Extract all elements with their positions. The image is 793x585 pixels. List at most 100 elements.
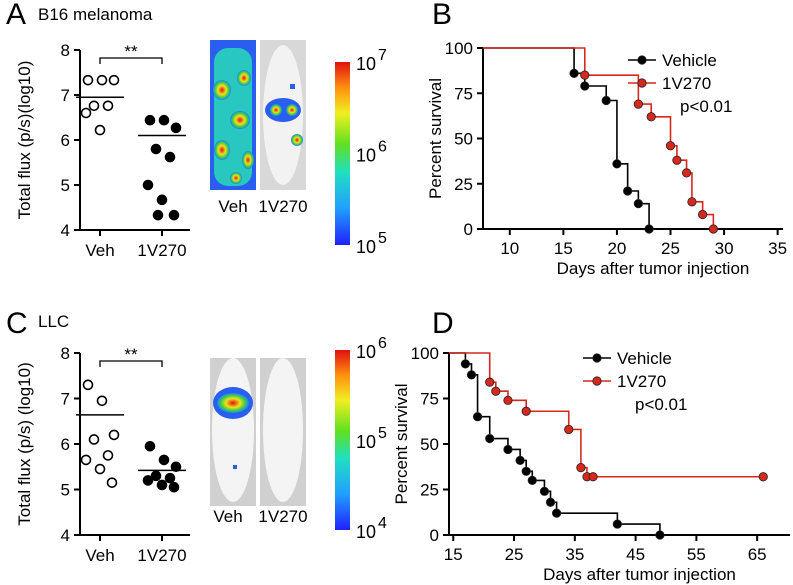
data-point (108, 429, 120, 441)
x-tick-label: 25 (661, 239, 680, 258)
p-value: p<0.01 (635, 395, 687, 414)
y-tick-label: 4 (61, 526, 70, 545)
x-tick-label: 35 (768, 239, 787, 258)
survival-marker (503, 444, 513, 455)
survival-step (651, 115, 672, 146)
y-tick-label: 100 (445, 39, 473, 58)
survival-marker (633, 99, 643, 109)
significance-label: ** (124, 345, 138, 364)
survival-marker (564, 424, 574, 435)
legend-marker (592, 376, 602, 386)
y-tick-label: 50 (420, 435, 439, 454)
survival-marker (633, 199, 643, 209)
survival-marker (576, 463, 586, 473)
data-point (144, 114, 156, 126)
survival-marker (758, 472, 768, 482)
survival-marker (612, 519, 622, 529)
data-point (106, 477, 118, 488)
survival-step (483, 47, 575, 74)
y-axis-label: Total flux (p/s) (log10) (15, 362, 34, 525)
y-tick-label: 7 (61, 86, 70, 105)
data-point (164, 151, 176, 163)
data-point (168, 481, 180, 493)
survival-marker (708, 224, 718, 234)
legend-marker (592, 353, 602, 363)
y-tick-label: 0 (430, 526, 439, 545)
x-tick-label: 15 (444, 545, 463, 564)
survival-step (483, 47, 586, 76)
survival-marker (646, 112, 656, 122)
survival-marker (515, 455, 525, 465)
survival-step (606, 99, 618, 164)
x-tick-label: 20 (607, 239, 626, 258)
y-tick-label: 100 (411, 344, 439, 363)
survival-step (526, 410, 570, 430)
data-point (94, 124, 106, 136)
panel-title: LLC (38, 312, 69, 331)
image-label: Veh (218, 197, 247, 216)
y-tick-label: 5 (61, 481, 70, 500)
survival-marker (681, 168, 692, 178)
x-tick-label: 15 (554, 239, 573, 258)
data-point (150, 143, 162, 155)
y-tick-label: 75 (454, 84, 473, 103)
colorbar-tick-base: 10 (356, 54, 376, 74)
image-label: Veh (213, 507, 242, 526)
panel-letter: B (432, 0, 452, 31)
survival-marker (545, 497, 556, 507)
legend-marker (637, 55, 647, 65)
x-tick-label: 65 (748, 545, 767, 564)
data-point (102, 100, 114, 112)
y-tick-label: 25 (420, 481, 439, 500)
y-tick-label: 7 (61, 390, 70, 409)
survival-marker (569, 68, 579, 78)
x-axis-label: Days after tumor injection (543, 565, 736, 584)
x-tick-label: 55 (687, 545, 706, 564)
legend-label: 1V270 (617, 372, 666, 391)
survival-marker (460, 359, 471, 369)
y-tick-label: 6 (61, 131, 70, 150)
survival-marker (698, 209, 708, 220)
data-point (88, 434, 100, 445)
panel-letter: D (432, 307, 454, 340)
survival-step (568, 428, 582, 468)
colorbar-tick-base: 10 (356, 237, 376, 257)
p-value: p<0.01 (680, 97, 732, 116)
survival-step (471, 374, 479, 417)
y-axis-label: Percent survival (392, 384, 411, 505)
x-tick-label: 1V270 (137, 241, 186, 260)
survival-step (584, 85, 608, 101)
survival-step (449, 352, 491, 383)
y-tick-label: 4 (61, 221, 70, 240)
survival-marker (580, 70, 590, 80)
survival-marker (672, 155, 682, 165)
data-point (142, 475, 154, 486)
survival-marker (503, 395, 513, 405)
y-tick-label: 5 (61, 176, 70, 195)
survival-marker (521, 406, 531, 416)
data-point (156, 194, 168, 206)
data-point (156, 479, 168, 491)
survival-marker (472, 412, 483, 422)
y-axis-label: Total flux (p/s)(log10) (15, 61, 34, 220)
data-point (158, 114, 170, 126)
data-point (82, 379, 94, 391)
legend-label: Vehicle (662, 51, 717, 70)
imaging-a (210, 40, 350, 245)
data-point (170, 461, 182, 473)
panel-letter: C (6, 307, 28, 340)
y-tick-label: 8 (61, 344, 70, 363)
colorbar-tick-exponent: 7 (378, 47, 387, 64)
survival-marker (485, 433, 495, 444)
survival-marker (466, 370, 477, 380)
legend-label: 1V270 (662, 74, 711, 93)
survival-step (584, 74, 640, 105)
image-label: 1V270 (258, 197, 307, 216)
x-tick-label: 10 (500, 239, 519, 258)
data-point (150, 470, 162, 482)
data-point (144, 440, 156, 452)
survival-marker (527, 475, 537, 485)
survival-marker (623, 186, 633, 196)
survival-marker (588, 472, 598, 482)
survival-marker (580, 81, 590, 91)
